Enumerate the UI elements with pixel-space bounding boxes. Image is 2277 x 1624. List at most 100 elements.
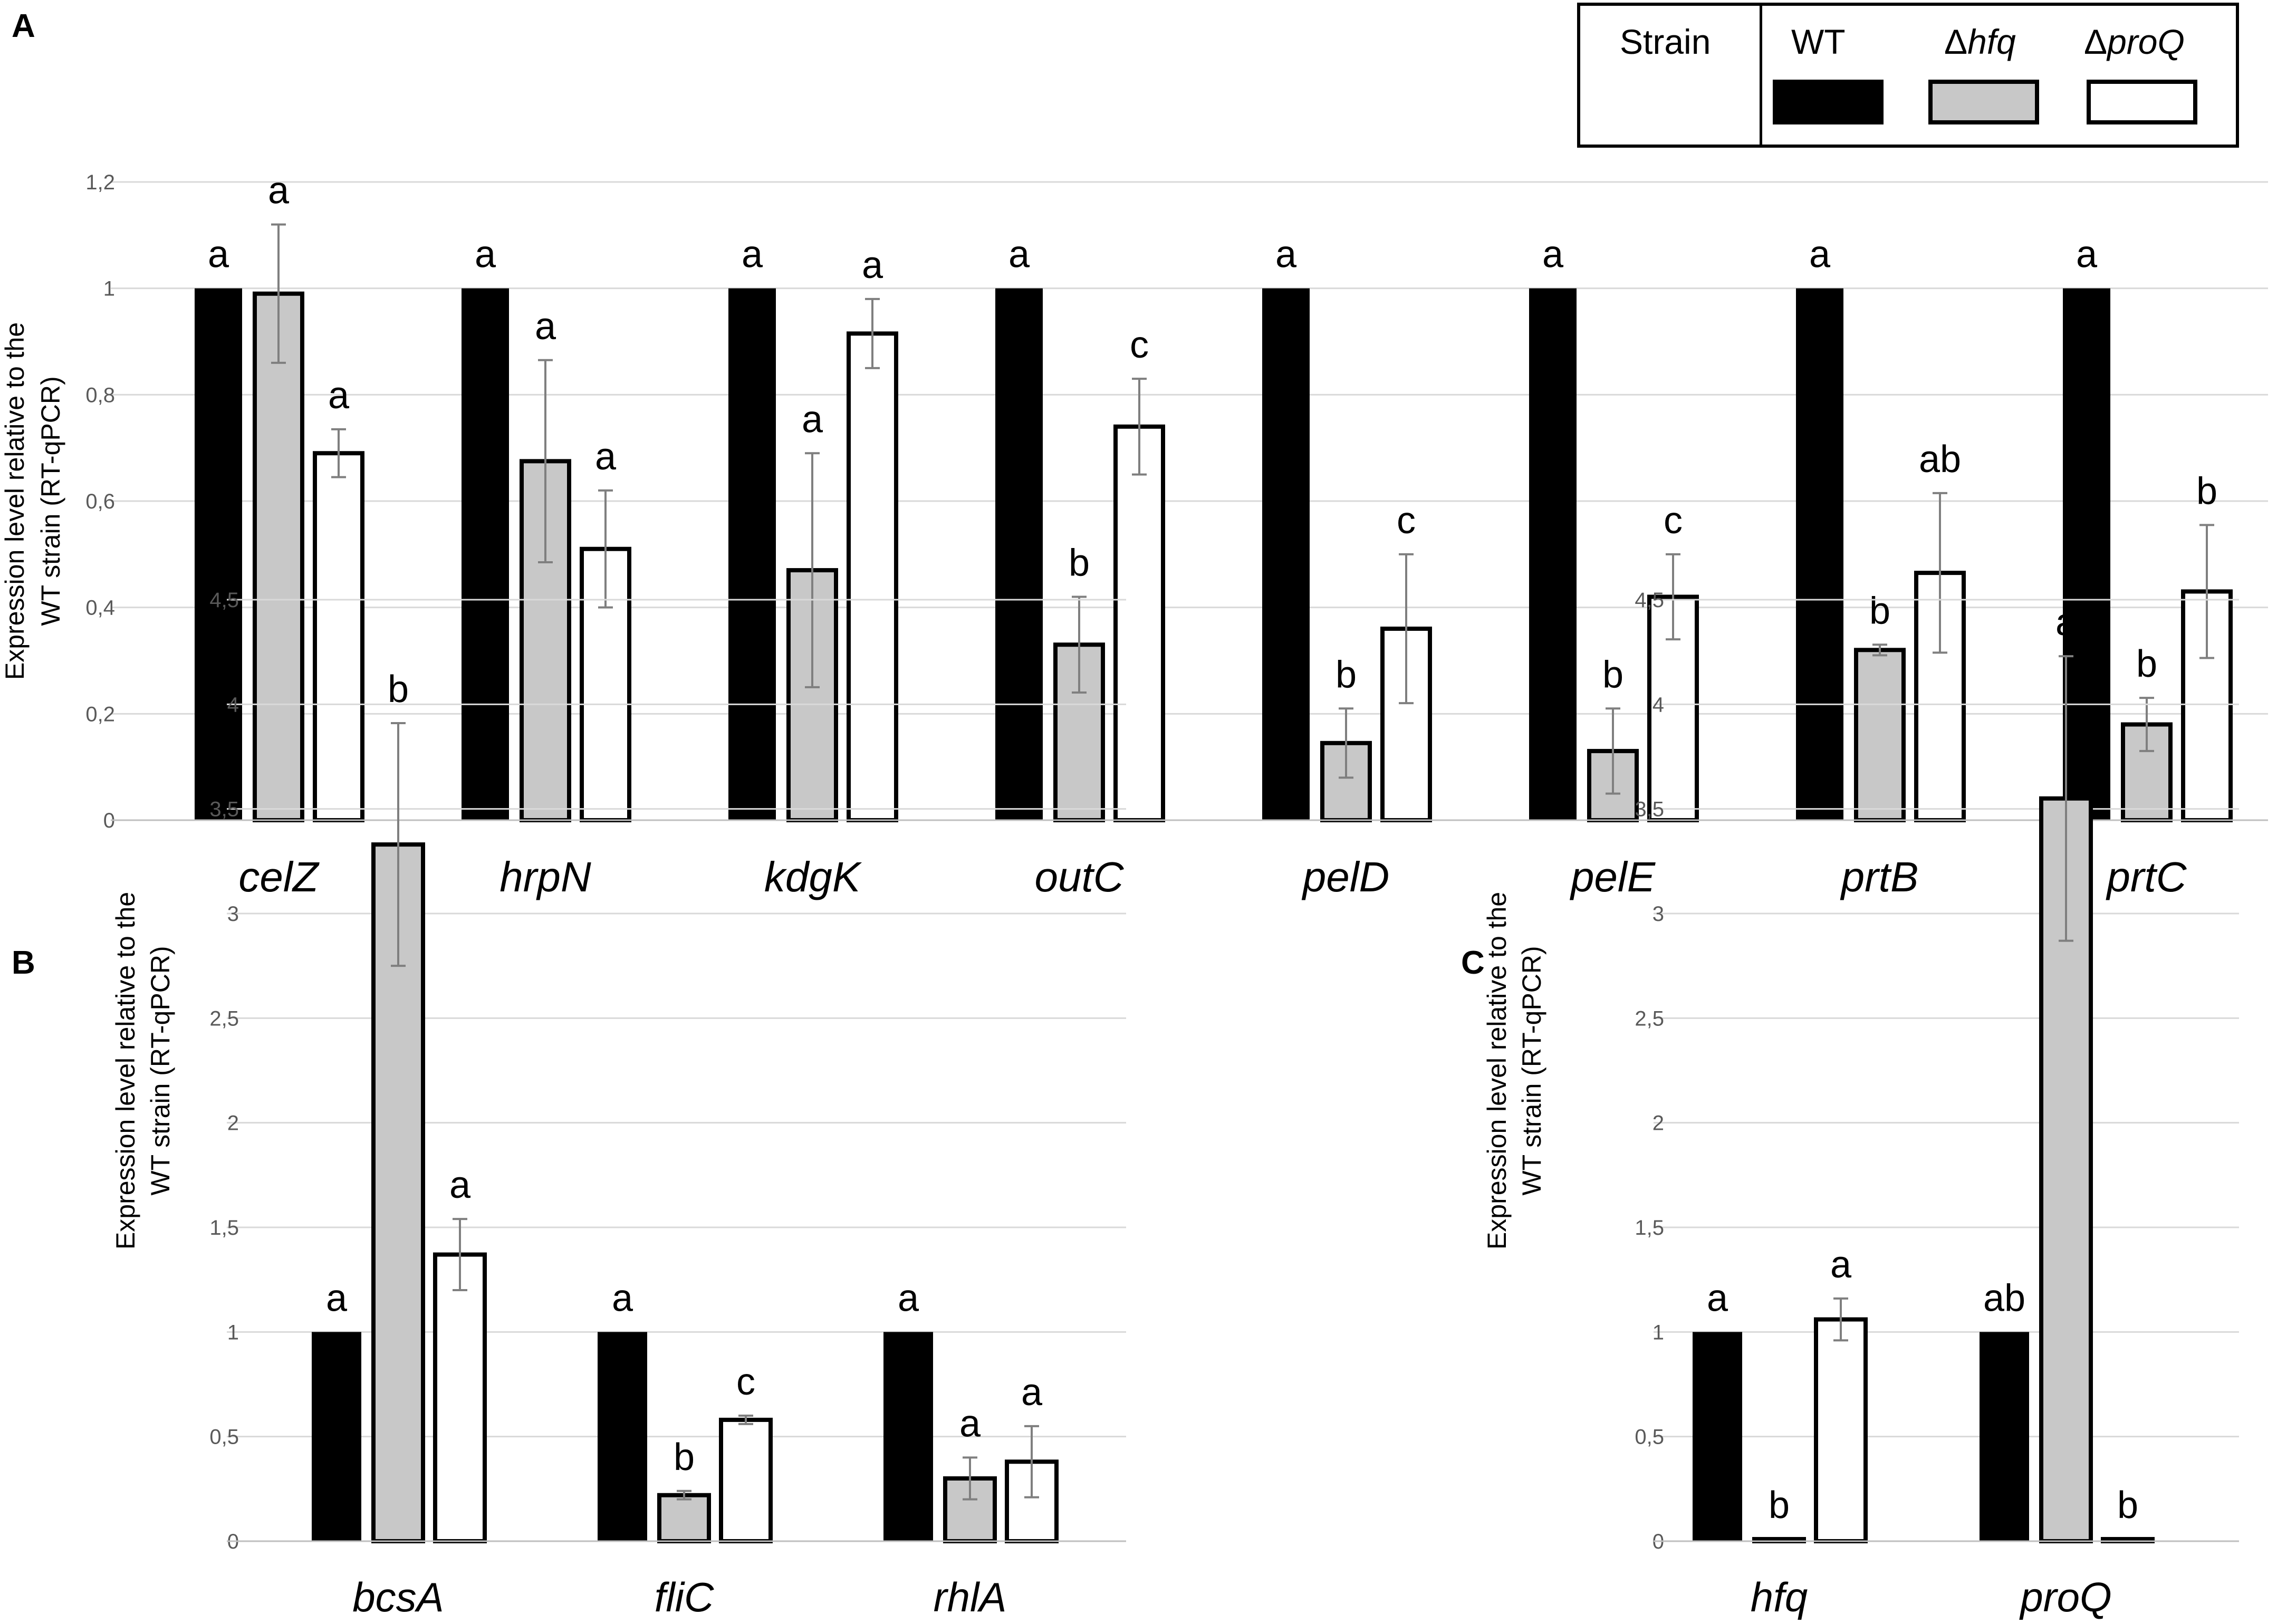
panel-a-significance-letter: a	[595, 436, 617, 478]
panel-a-y-axis-title: Expression level relative to the	[0, 322, 30, 680]
panel-b-bar-proq	[433, 1252, 487, 1543]
panel-b-category-label: rhlA	[934, 1574, 1007, 1620]
panel-c-bar-wt	[1693, 1332, 1742, 1541]
panel-c-significance-letter: a	[1707, 1277, 1728, 1319]
panel-b-bar-wt	[883, 1332, 933, 1541]
panel-a-significance-letter: a	[1809, 234, 1831, 276]
panel-b-y-tick-label: 4	[227, 693, 239, 716]
panel-b-y-tick-label: 3,5	[209, 798, 239, 821]
panel-b-significance-letter: a	[326, 1277, 348, 1319]
legend-label-wt: WT	[1791, 22, 1846, 61]
panel-b-significance-letter: a	[898, 1277, 919, 1319]
panel-a-bar-wt	[728, 288, 776, 820]
panel-a-category-label: prtC	[2106, 853, 2187, 900]
panel-c-bar-wt	[1980, 1332, 2029, 1541]
panel-c-y-tick-label: 3,5	[1635, 798, 1664, 821]
panel-b-significance-letter: a	[449, 1164, 471, 1206]
panel-b-bar-hfq	[657, 1493, 711, 1544]
panel-a-y-tick-label: 1,2	[85, 171, 115, 194]
panel-a-significance-letter: a	[208, 234, 229, 276]
panel-a-category-label: pelD	[1302, 853, 1390, 900]
panel-a-bar-wt	[1529, 288, 1577, 820]
panel-b-significance-letter: c	[736, 1361, 755, 1403]
panel-a-significance-letter: c	[1397, 499, 1416, 542]
legend-swatch-hfq	[1928, 80, 2039, 124]
panel-a-y-tick-label: 0,6	[85, 490, 115, 513]
panel-a-significance-letter: a	[862, 244, 883, 286]
panel-letter-c: C	[1461, 945, 1485, 981]
panel-b-significance-letter: b	[388, 668, 409, 710]
legend-label-proq: ΔproQ	[2084, 22, 2185, 61]
panel-a-y-tick-label: 0,2	[85, 703, 115, 726]
panel-b-significance-letter: a	[1021, 1371, 1043, 1414]
panel-a-significance-letter: a	[475, 234, 496, 276]
legend-header: Strain	[1620, 22, 1711, 61]
panel-b-significance-letter: a	[612, 1277, 633, 1319]
panel-a-significance-letter: c	[1130, 324, 1149, 366]
legend-divider	[1760, 6, 1762, 145]
panel-a-significance-letter: ab	[1919, 438, 1961, 481]
panel-a-category-label: pelE	[1570, 853, 1656, 900]
panel-c-y-axis-title: WT strain (RT-qPCR)	[1517, 946, 1546, 1195]
panel-a-bar-wt	[2063, 288, 2110, 820]
panel-c-significance-letter: b	[1769, 1484, 1790, 1526]
panel-a-significance-letter: a	[1275, 234, 1297, 276]
panel-a-bar-wt	[462, 288, 509, 820]
panel-a-significance-letter: b	[1869, 590, 1890, 632]
panel-b-y-tick-label: 2,5	[209, 1007, 239, 1030]
panel-b-y-axis-title: Expression level relative to the	[111, 892, 140, 1250]
panel-a-significance-letter: a	[2076, 234, 2098, 276]
panel-b-bar-wt	[598, 1332, 647, 1541]
panel-a-y-tick-label: 1	[103, 277, 115, 301]
panel-b-y-tick-label: 2	[227, 1112, 239, 1135]
panel-c-y-tick-label: 4,5	[1635, 589, 1664, 612]
panel-a-bar-wt	[1262, 288, 1310, 820]
legend: Strain WT Δhfq ΔproQ	[1577, 3, 2239, 148]
panel-c-significance-letter: b	[2117, 1484, 2138, 1526]
panel-c-y-tick-label: 0,5	[1635, 1426, 1664, 1449]
panel-b-bar-wt	[312, 1332, 361, 1541]
panel-a-y-tick-label: 0	[103, 809, 115, 832]
panel-b-y-tick-label: 1	[227, 1321, 239, 1344]
panel-a-significance-letter: a	[328, 374, 350, 417]
panel-b-bar-proq	[719, 1417, 773, 1544]
panel-b-y-tick-label: 1,5	[209, 1216, 239, 1239]
panel-a-category-label: prtB	[1840, 853, 1919, 900]
panel-c-y-tick-label: 2	[1652, 1112, 1664, 1135]
panel-a-bar-hfq	[253, 291, 304, 822]
panel-a-category-label: hrpN	[499, 853, 591, 900]
legend-label-hfq: Δhfq	[1944, 22, 2016, 61]
panel-a-bar-proq	[1113, 424, 1165, 822]
panel-a-bar-proq	[847, 331, 898, 822]
legend-swatch-proq	[2087, 80, 2197, 124]
panel-a-bar-wt	[995, 288, 1043, 820]
panel-b-y-tick-label: 4,5	[209, 589, 239, 612]
panel-b-significance-letter: a	[959, 1402, 981, 1445]
panel-a-bar-wt	[195, 288, 242, 820]
panel-letter-b: B	[12, 945, 35, 981]
panel-c-significance-letter: a	[1830, 1244, 1852, 1286]
panel-letter-a: A	[12, 8, 35, 44]
panel-c-y-tick-label: 2,5	[1635, 1007, 1664, 1030]
panel-a-significance-letter: a	[1542, 234, 1564, 276]
panel-c-category-label: hfq	[1751, 1574, 1808, 1620]
legend-swatch-wt	[1773, 80, 1884, 124]
panel-a-significance-letter: c	[1664, 499, 1683, 542]
panel-a-y-tick-label: 0,8	[85, 383, 115, 407]
panel-c-y-tick-label: 1	[1652, 1321, 1664, 1344]
panel-a-significance-letter: a	[535, 305, 556, 348]
panel-a-bar-hfq	[1854, 648, 1906, 823]
panel-a-category-label: outC	[1035, 853, 1125, 900]
panel-a-significance-letter: b	[1069, 542, 1090, 584]
panel-a-significance-letter: a	[1008, 234, 1030, 276]
panel-b-y-tick-label: 3	[227, 902, 239, 926]
panel-c-bar-proq	[1814, 1317, 1868, 1544]
panel-c-y-tick-label: 3	[1652, 902, 1664, 926]
panel-a-y-axis-title: WT strain (RT-qPCR)	[36, 376, 65, 626]
panel-a-category-label: kdgK	[764, 853, 862, 900]
panel-a-bar-wt	[1796, 288, 1843, 820]
panel-c-significance-letter: ab	[1983, 1277, 2025, 1319]
panel-c-y-tick-label: 1,5	[1635, 1216, 1664, 1239]
panel-a-significance-letter: a	[802, 398, 823, 440]
